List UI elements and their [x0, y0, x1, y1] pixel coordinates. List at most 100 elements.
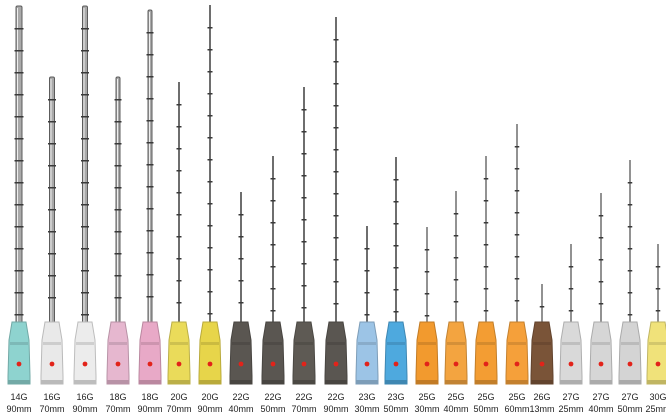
depth-tick	[114, 143, 122, 145]
hub-ring	[232, 342, 250, 345]
hub-base	[41, 380, 63, 384]
depth-tick	[364, 292, 370, 294]
needle	[40, 76, 64, 385]
depth-tick	[81, 248, 89, 250]
depth-tick	[301, 285, 307, 287]
depth-tick	[364, 270, 370, 272]
depth-tick	[364, 248, 370, 250]
hub-base	[262, 380, 284, 384]
needle-hub	[355, 321, 379, 385]
hub-ring	[592, 342, 610, 345]
hub-base	[560, 380, 582, 384]
depth-tick	[146, 142, 154, 144]
depth-tick	[301, 197, 307, 199]
hub-base	[647, 380, 666, 384]
hub-base	[385, 380, 407, 384]
hub-red-dot	[483, 361, 489, 367]
length-label: 90mm	[197, 404, 223, 414]
depth-tick	[301, 307, 307, 309]
depth-tick	[598, 281, 604, 283]
needle	[444, 191, 468, 385]
gauge-label: 18G	[109, 392, 127, 402]
hub-base	[168, 380, 190, 384]
depth-tick	[48, 121, 56, 123]
hub-red-dot	[16, 361, 22, 367]
needle	[474, 156, 498, 385]
depth-tick	[207, 203, 213, 205]
depth-tick	[424, 271, 430, 273]
depth-tick	[81, 94, 89, 96]
depth-tick	[14, 314, 24, 316]
length-label: 70mm	[291, 404, 317, 414]
length-label: 40mm	[228, 404, 254, 414]
depth-tick	[393, 201, 399, 203]
hub-red-dot	[207, 361, 213, 367]
depth-tick	[207, 269, 213, 271]
depth-tick	[48, 275, 56, 277]
depth-tick	[568, 288, 574, 290]
depth-tick	[301, 109, 307, 111]
depth-tick	[81, 270, 89, 272]
depth-tick	[238, 214, 244, 216]
needle	[106, 76, 130, 385]
hub-base	[325, 380, 347, 384]
shaft-highlight	[83, 8, 85, 324]
depth-tick	[14, 204, 24, 206]
depth-tick	[238, 236, 244, 238]
depth-tick	[207, 181, 213, 183]
depth-tick	[81, 50, 89, 52]
needle	[355, 226, 379, 385]
depth-tick	[333, 105, 339, 107]
needle-hub	[324, 321, 348, 385]
hub-base	[619, 380, 641, 384]
needle-hub	[167, 321, 191, 385]
gauge-label: 27G	[562, 392, 580, 402]
depth-tick	[146, 98, 154, 100]
hub-base	[8, 380, 30, 384]
depth-tick	[301, 153, 307, 155]
depth-tick	[176, 192, 182, 194]
hub-red-dot	[147, 361, 153, 367]
needle-hub	[530, 321, 554, 385]
gauge-label: 23G	[387, 392, 405, 402]
depth-tick	[238, 302, 244, 304]
hub-red-dot	[238, 361, 244, 367]
depth-tick	[514, 256, 520, 258]
hub-ring	[533, 342, 551, 345]
hub-ring	[170, 342, 188, 345]
depth-tick	[114, 253, 122, 255]
depth-tick	[301, 241, 307, 243]
depth-tick	[14, 28, 24, 30]
hub-base	[590, 380, 612, 384]
needle-hub	[229, 321, 253, 385]
depth-tick	[393, 245, 399, 247]
needle-shaft	[49, 76, 55, 327]
depth-tick	[14, 116, 24, 118]
depth-tick	[207, 159, 213, 161]
depth-tick	[453, 213, 459, 215]
needle-hub	[261, 321, 285, 385]
depth-tick	[176, 258, 182, 260]
shaft-highlight	[149, 12, 150, 324]
hub-ring	[10, 342, 28, 345]
needle-shaft	[516, 124, 518, 326]
length-label: 90mm	[6, 404, 32, 414]
hub-red-dot	[539, 361, 545, 367]
gauge-label: 27G	[621, 392, 639, 402]
length-label: 50mm	[617, 404, 643, 414]
length-label: 30mm	[414, 404, 440, 414]
hub-ring	[264, 342, 282, 345]
depth-tick	[655, 288, 661, 290]
hub-ring	[109, 342, 127, 345]
needle-shaft	[82, 5, 88, 327]
depth-tick	[114, 275, 122, 277]
depth-tick	[627, 270, 633, 272]
depth-tick	[598, 259, 604, 261]
hub-ring	[562, 342, 580, 345]
depth-tick	[176, 148, 182, 150]
needle	[167, 82, 191, 385]
depth-tick	[14, 226, 24, 228]
depth-tick	[114, 165, 122, 167]
hub-red-dot	[115, 361, 121, 367]
needle	[229, 192, 253, 385]
